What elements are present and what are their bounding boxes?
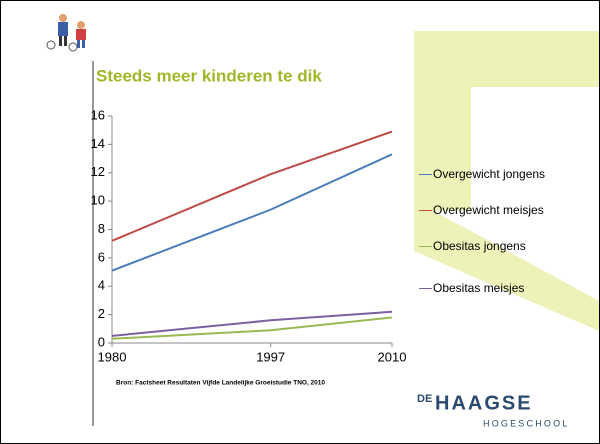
h-diagonal	[414, 201, 599, 331]
legend-label: Overgewicht meisjes	[433, 203, 544, 217]
y-tick-label: 10	[91, 193, 105, 208]
kids-icon	[46, 14, 86, 52]
series-line	[111, 153, 393, 272]
series-line	[111, 310, 393, 337]
y-tick-label: 0	[98, 334, 105, 349]
legend-label: Obesitas meisjes	[433, 281, 525, 295]
x-tick-label: 2010	[378, 349, 407, 364]
logo-prefix: DE	[417, 393, 432, 405]
legend-swatch	[419, 174, 432, 175]
source-note: Bron: Factsheet Resultaten Vijfde Landel…	[116, 380, 325, 387]
logo-sub: HOGESCHOOL	[483, 418, 570, 428]
x-tick-label: 1980	[98, 349, 127, 364]
legend-swatch	[419, 288, 432, 289]
x-tick-label: 1997	[256, 349, 285, 364]
y-tick-label: 12	[91, 164, 105, 179]
chart-title: Steeds meer kinderen te dik	[96, 66, 322, 85]
y-tick-label: 6	[98, 249, 105, 264]
legend-label: Overgewicht jongens	[433, 167, 546, 181]
y-tick-label: 4	[98, 278, 105, 293]
y-tick-label: 14	[91, 136, 105, 151]
legend-entry: Overgewicht jongens	[419, 167, 553, 203]
y-tick-label: 8	[98, 221, 105, 236]
decoration	[414, 31, 599, 331]
legend: Overgewicht jongens Overgewicht meisjes Ob…	[419, 167, 569, 317]
legend-entry: Obesitas jongens	[419, 239, 553, 281]
legend-entry: Obesitas meisjes	[419, 281, 553, 317]
legend-entry: Overgewicht meisjes	[419, 203, 553, 239]
y-tick-label: 2	[98, 306, 105, 321]
legend-swatch	[419, 246, 432, 247]
legend-label: Obesitas jongens	[433, 239, 526, 253]
legend-swatch	[419, 210, 432, 211]
logo-name: HAAGSE	[435, 392, 533, 414]
series-line	[111, 130, 393, 242]
series-line	[111, 316, 393, 340]
h-shape	[414, 31, 599, 211]
y-tick-label: 16	[91, 107, 105, 122]
